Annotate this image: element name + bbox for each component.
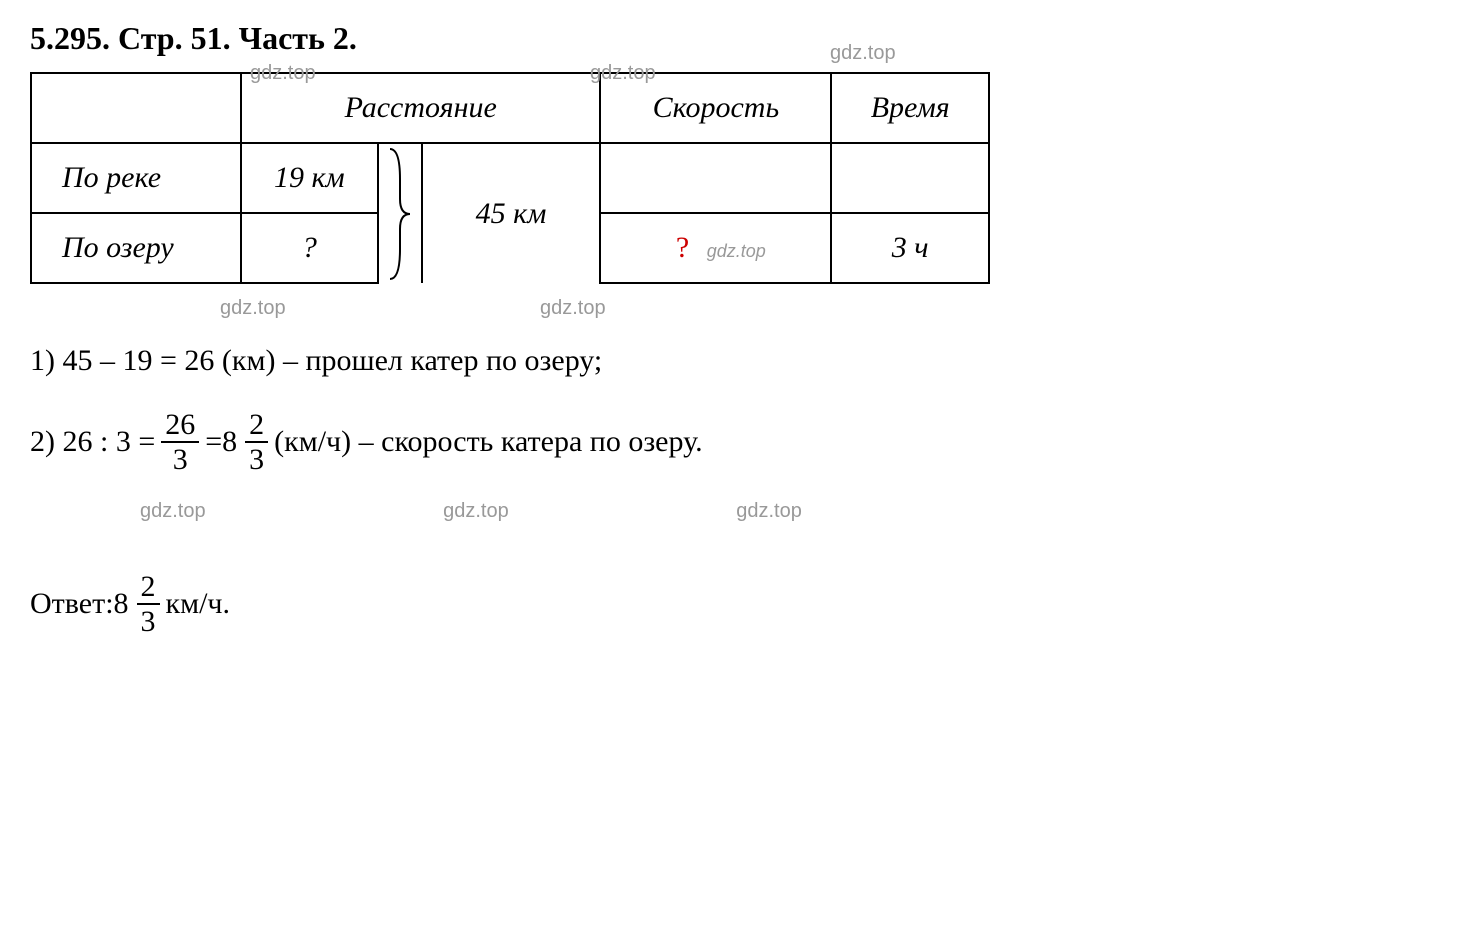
data-table: Расстояние Скорость Время По реке 19 км … — [30, 72, 990, 284]
fraction-den: 3 — [137, 605, 160, 638]
lake-speed-value: ? — [676, 231, 689, 264]
fraction-26-3: 26 3 — [161, 408, 199, 476]
answer-line: Ответ: 8 2 3 км/ч. — [30, 570, 1442, 638]
watermark: gdz.top — [540, 297, 606, 320]
fraction-2-3: 2 3 — [137, 570, 160, 638]
equals-sign: = — [205, 415, 222, 469]
river-time — [831, 143, 989, 213]
header-time: Время — [831, 73, 989, 143]
mixed-whole: 8 — [222, 415, 237, 469]
watermark: gdz.top — [590, 62, 656, 85]
step2-prefix: 2) 26 : 3 = — [30, 415, 155, 469]
river-speed — [600, 143, 831, 213]
solution-step-2: 2) 26 : 3 = 26 3 = 8 2 3 (км/ч) – скорос… — [30, 408, 1442, 476]
lake-time: 3 ч — [831, 213, 989, 283]
table-row: По реке 19 км 45 км — [31, 143, 989, 213]
fraction-den: 3 — [169, 443, 192, 476]
combined-distance: 45 км — [422, 143, 601, 283]
river-distance: 19 км — [241, 143, 378, 213]
row-label-river: По реке — [31, 143, 241, 213]
watermark: gdz.top — [250, 62, 316, 85]
bracket-cell — [378, 143, 422, 283]
step2-suffix: (км/ч) – скорость катера по озеру. — [274, 415, 702, 469]
lake-distance: ? — [241, 213, 378, 283]
data-table-container: gdz.top gdz.top gdz.top Расстояние Скоро… — [30, 72, 1442, 284]
watermark: gdz.top — [220, 297, 286, 320]
step1-text: 1) 45 – 19 = 26 (км) – прошел катер по о… — [30, 334, 602, 388]
fraction-num: 26 — [161, 408, 199, 443]
fraction-2-3: 2 3 — [245, 408, 268, 476]
bracket-icon — [385, 144, 415, 284]
solution-step-1: 1) 45 – 19 = 26 (км) – прошел катер по о… — [30, 334, 1442, 388]
answer-suffix: км/ч. — [166, 577, 230, 631]
part-ref: Часть 2. — [239, 20, 357, 56]
problem-number: 5.295. — [30, 20, 110, 56]
fraction-num: 2 — [245, 408, 268, 443]
fraction-num: 2 — [137, 570, 160, 605]
mixed-whole: 8 — [114, 577, 129, 631]
row-label-lake: По озеру — [31, 213, 241, 283]
table-header-row: Расстояние Скорость Время — [31, 73, 989, 143]
mixed-fraction: 8 2 3 — [222, 408, 274, 476]
problem-header: 5.295. Стр. 51. Часть 2. — [30, 20, 1442, 57]
watermark: gdz.top — [140, 493, 206, 529]
page-ref: Стр. 51. — [118, 20, 231, 56]
fraction-den: 3 — [245, 443, 268, 476]
solution-block: 1) 45 – 19 = 26 (км) – прошел катер по о… — [30, 334, 1442, 638]
answer-mixed-fraction: 8 2 3 — [114, 570, 166, 638]
watermark: gdz.top — [736, 493, 802, 529]
answer-prefix: Ответ: — [30, 577, 114, 631]
watermark: gdz.top — [830, 42, 896, 65]
lake-speed: ? gdz.top — [600, 213, 831, 283]
header-empty — [31, 73, 241, 143]
watermark: gdz.top — [443, 493, 509, 529]
watermark: gdz.top — [707, 241, 766, 261]
